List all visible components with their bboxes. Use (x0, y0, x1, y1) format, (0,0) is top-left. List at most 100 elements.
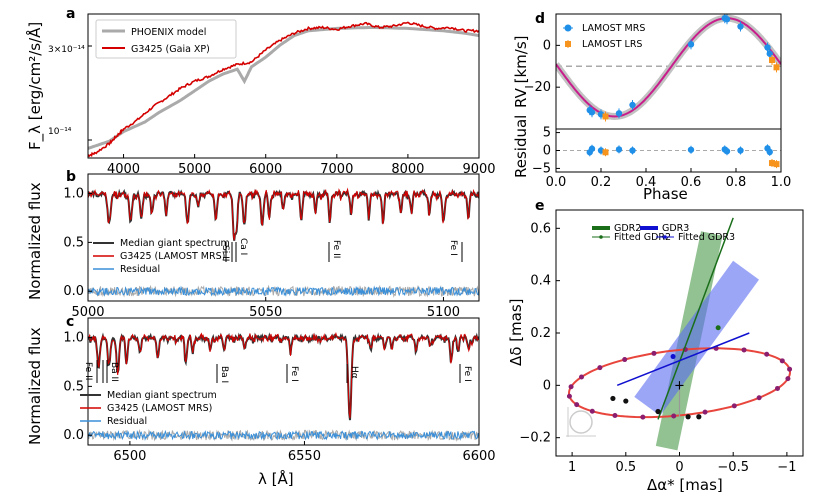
orbit-point (785, 376, 791, 382)
d-resid-ytick-label: 5 (543, 126, 551, 141)
c-ytick-label: 1.0 (63, 331, 84, 346)
d-ylabel: RV [km/s] (512, 35, 530, 108)
a-ytick-1: 10⁻¹⁴ (48, 127, 72, 137)
b-legend-median: Median giant spectrum (120, 238, 230, 249)
rv-point-lrs (769, 57, 775, 63)
epoch-point (696, 414, 702, 420)
panel-label-b: b (66, 169, 76, 185)
orbit-point (731, 403, 737, 409)
panel-b-yticks: 0.0 0.5 1.0 (63, 187, 92, 299)
a-xtick-label: 6000 (249, 162, 282, 177)
resid-point-lrs (602, 149, 609, 156)
orbit-point (568, 384, 574, 390)
b-xtick-label: 5000 (71, 305, 104, 320)
e-black-points (610, 395, 702, 420)
c-label-fe2: Fe II (83, 362, 93, 380)
c-legend-median: Median giant spectrum (107, 390, 217, 401)
panel-e: + 1 0.5 0 −0.5 −1 0.6 0.4 0.2 0 −0.2 Δδ [mas] Δα… (507, 198, 804, 494)
resid-point-mrs (588, 145, 596, 152)
d-ytick-label: 0 (543, 38, 551, 53)
orbit-point (566, 393, 572, 399)
gdr3-fit-point (670, 354, 676, 360)
b-label-fe1: Fe I (448, 240, 458, 256)
d-xtick-label: 0.6 (681, 175, 702, 190)
c-ytick-label: 0.0 (63, 428, 84, 443)
resid-point-lrs (769, 160, 775, 167)
panel-c-frame (87, 317, 480, 446)
b-median-spectrum (88, 188, 479, 241)
b-legend: Median giant spectrum G3425 (LAMOST MRS)… (93, 238, 230, 275)
a-legend-phoenix: PHOENIX model (131, 27, 206, 38)
d-xtick-label: 0.2 (591, 175, 612, 190)
e-ytick-label: 0.4 (530, 274, 551, 289)
e-ytick-label: 0.2 (530, 326, 551, 341)
epoch-point (655, 408, 661, 415)
orbit-point (741, 347, 747, 353)
rv-point-mrs (588, 109, 596, 116)
b-ylabel: Normalized flux (26, 182, 44, 300)
c-ylabel: Normalized flux (26, 327, 44, 445)
panel-a-frame (87, 13, 480, 159)
a-xtick-label: 7000 (320, 162, 353, 177)
d-xticks: 0.0 0.2 0.4 0.6 0.8 1.0 (546, 168, 792, 190)
panel-label-d: d (535, 11, 545, 27)
panel-label-c: c (66, 314, 74, 330)
c-xtick-label: 6550 (288, 449, 321, 464)
d-resid-points (586, 144, 780, 169)
d-legend: LAMOST MRS LAMOST LRS (563, 23, 645, 50)
rv-point-lrs (773, 64, 780, 71)
c-label-ba1: Ba I (219, 366, 229, 383)
e-yticks: 0.6 0.4 0.2 0 −0.2 (519, 221, 560, 446)
d-legend-lrs-marker (565, 41, 571, 47)
b-line-markers: Si II Ca I Fe II Fe I (220, 238, 463, 262)
d-rv-points (586, 14, 780, 122)
d-yticks: 0 −20 5 0 −5 (524, 38, 560, 176)
b-g3425-spectrum (88, 187, 479, 241)
e-scale-glyph (566, 407, 596, 437)
a-legend-xp: G3425 (Gaia XP) (131, 44, 210, 55)
orbit-point (779, 358, 785, 364)
d-xlabel: Phase (643, 185, 688, 203)
rv-point-mrs (764, 44, 771, 51)
panel-label-e: e (535, 198, 545, 214)
c-label-fe1b: Fe I (462, 366, 472, 382)
d-legend-mrs-marker (564, 24, 572, 32)
c-xtick-label: 6500 (113, 449, 146, 464)
e-ytick-label: 0 (543, 378, 551, 393)
epoch-point (623, 398, 629, 404)
b-residual-line (88, 285, 479, 297)
orbit-point (597, 365, 603, 371)
a-legend: PHOENIX model G3425 (Gaia XP) (95, 19, 237, 59)
e-gdr3-line (616, 332, 750, 387)
e-ytick-label: 0.6 (530, 221, 551, 236)
b-ytick-label: 0.5 (63, 235, 84, 250)
e-gdr2-line (657, 217, 734, 420)
gdr2-fit-point (715, 325, 721, 331)
d-legend-mrs: LAMOST MRS (582, 23, 645, 34)
b-label-ca: Ca I (238, 238, 248, 255)
e-legend: GDR2 GDR3 Fitted GDR2 Fitted GDR3 (592, 223, 735, 243)
resid-point-mrs (737, 147, 744, 154)
panel-b: 5000 5050 5100 0.0 0.5 1.0 Normalized flux S… (26, 169, 480, 320)
a-xtick-label: 8000 (391, 162, 424, 177)
d-xtick-label: 1.0 (771, 175, 792, 190)
orbit-point (589, 408, 595, 414)
b-xtick-label: 5050 (249, 305, 282, 320)
c-legend: Median giant spectrum G3425 (LAMOST MRS)… (80, 390, 217, 427)
d-ylabel-resid: Residual (512, 115, 530, 178)
rv-point-mrs (629, 101, 636, 109)
b-legend-star: G3425 (LAMOST MRS) (120, 251, 225, 262)
d-xtick-label: 0.8 (726, 175, 747, 190)
a-xtick-label: 9000 (462, 162, 495, 177)
orbit-point (651, 350, 657, 356)
epoch-point (685, 414, 691, 420)
c-g3425-spectrum (88, 331, 479, 419)
orbit-point (774, 385, 780, 391)
b-legend-resid: Residual (120, 264, 160, 275)
d-xtick-label: 0.4 (636, 175, 657, 190)
panel-c: 6500 6550 6600 0.0 0.5 1.0 Normalized flux λ… (26, 314, 496, 488)
panel-a: 4000 5000 6000 7000 8000 9000 10⁻¹⁴ 3×10⁻¹⁴ F… (25, 6, 496, 177)
orbit-point (612, 413, 618, 419)
e-xtick-label: 0.5 (615, 460, 636, 475)
panel-c-yticks: 0.0 0.5 1.0 (63, 331, 92, 443)
